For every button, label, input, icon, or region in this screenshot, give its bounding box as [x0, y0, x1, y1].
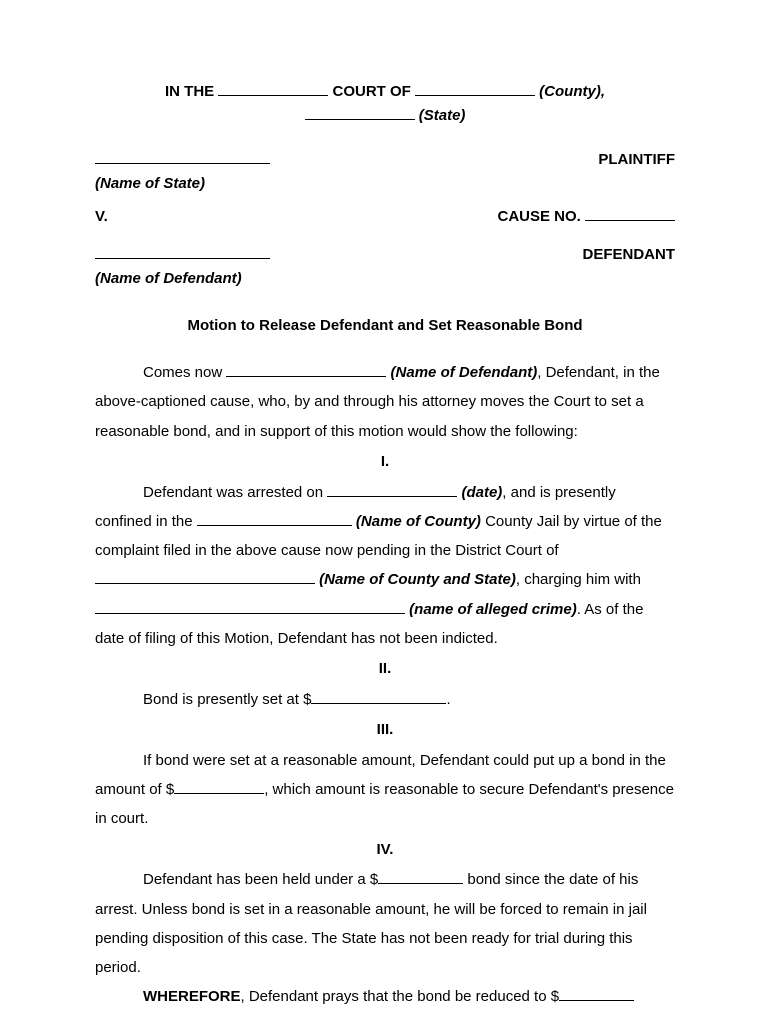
plaintiff-label: PLAINTIFF — [598, 146, 675, 174]
state-blank[interactable] — [305, 105, 415, 120]
p1-part1: Comes now — [143, 364, 226, 381]
paragraph-wherefore: WHEREFORE, Defendant prays that the bond… — [95, 982, 675, 1011]
p4-amount-blank[interactable] — [174, 779, 264, 794]
cause-no-label: CAUSE NO. — [497, 208, 580, 225]
county-blank[interactable] — [415, 81, 535, 96]
p2-label2: (Name of County) — [356, 513, 481, 530]
p6-part1: , Defendant prays that the bond be reduc… — [241, 988, 560, 1005]
wherefore-text: WHEREFORE — [143, 988, 241, 1005]
court-header: IN THE COURT OF (County), — [95, 80, 675, 104]
paragraph-4: Defendant has been held under a $ bond s… — [95, 865, 675, 982]
defendant-label: DEFENDANT — [583, 241, 676, 269]
p1-label1: (Name of Defendant) — [391, 364, 538, 381]
paragraph-2: Bond is presently set at $. — [95, 685, 675, 714]
p2-county-state-blank[interactable] — [95, 569, 315, 584]
roman-1: I. — [95, 448, 675, 476]
motion-title: Motion to Release Defendant and Set Reas… — [95, 312, 675, 340]
p2-part1: Defendant was arrested on — [143, 484, 327, 501]
roman-2: II. — [95, 655, 675, 683]
p5-part1: Defendant has been held under a $ — [143, 871, 378, 888]
court-header-line2: (State) — [95, 104, 675, 128]
p2-county-blank[interactable] — [197, 511, 352, 526]
versus-text: V. — [95, 203, 108, 231]
state-label: (State) — [419, 107, 466, 124]
paragraph-intro: Comes now (Name of Defendant), Defendant… — [95, 358, 675, 446]
court-of-text: COURT OF — [333, 83, 411, 100]
paragraph-3: If bond were set at a reasonable amount,… — [95, 746, 675, 834]
p6-amount-blank[interactable] — [559, 986, 634, 1001]
court-blank[interactable] — [218, 81, 328, 96]
roman-4: IV. — [95, 836, 675, 864]
p1-defendant-blank[interactable] — [226, 362, 386, 377]
name-of-state-label: (Name of State) — [95, 174, 270, 194]
in-the-text: IN THE — [165, 83, 214, 100]
roman-3: III. — [95, 716, 675, 744]
cause-no-blank[interactable] — [585, 206, 675, 221]
defendant-row: (Name of Defendant) DEFENDANT — [95, 241, 675, 288]
plaintiff-name-blank[interactable] — [95, 149, 270, 164]
p2-label3: (Name of County and State) — [319, 571, 516, 588]
p3-part2: . — [446, 691, 450, 708]
county-label: (County), — [539, 83, 605, 100]
p2-part4: , charging him with — [516, 571, 641, 588]
p3-part1: Bond is presently set at $ — [143, 691, 311, 708]
name-of-defendant-label: (Name of Defendant) — [95, 269, 270, 289]
p2-crime-blank[interactable] — [95, 599, 405, 614]
p3-bond-blank[interactable] — [311, 689, 446, 704]
plaintiff-row: (Name of State) PLAINTIFF — [95, 146, 675, 193]
paragraph-1: Defendant was arrested on (date), and is… — [95, 478, 675, 654]
defendant-name-blank[interactable] — [95, 244, 270, 259]
p2-label1: (date) — [461, 484, 502, 501]
p2-label4: (name of alleged crime) — [409, 601, 577, 618]
p5-bond-blank[interactable] — [378, 869, 463, 884]
p2-date-blank[interactable] — [327, 482, 457, 497]
versus-row: V. CAUSE NO. — [95, 203, 675, 231]
